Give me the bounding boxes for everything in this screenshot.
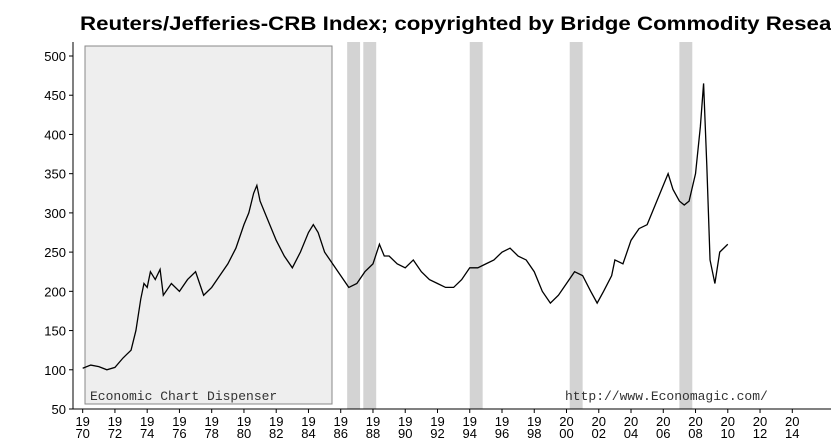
x-tick-label: 19 82 — [269, 414, 283, 441]
x-tick-label: 19 90 — [398, 414, 412, 441]
x-tick-label: 19 80 — [237, 414, 251, 441]
annotation: http://www.Economagic.com/ — [565, 389, 768, 404]
x-tick-label: 19 92 — [430, 414, 444, 441]
shaded-period — [679, 42, 693, 409]
x-tick-label: 19 72 — [108, 414, 122, 441]
x-tick-label: 20 06 — [656, 414, 670, 441]
x-tick-label: 19 78 — [204, 414, 218, 441]
shaded-period — [363, 42, 377, 409]
x-tick-label: 19 70 — [75, 414, 89, 441]
y-tick-label: 200 — [44, 284, 66, 299]
x-tick-label: 19 88 — [366, 414, 380, 441]
shaded-period — [347, 42, 361, 409]
x-tick-label: 19 84 — [301, 414, 315, 441]
shaded-period — [569, 42, 583, 409]
x-tick-label: 19 98 — [527, 414, 541, 441]
x-tick-label: 19 76 — [172, 414, 186, 441]
y-tick-label: 150 — [44, 324, 66, 339]
data-line — [82, 83, 729, 371]
annotation: Economic Chart Dispenser — [90, 389, 277, 404]
x-tick-label: 19 96 — [495, 414, 509, 441]
y-tick-label: 450 — [44, 88, 66, 103]
x-tick-label: 19 86 — [333, 414, 347, 441]
x-tick-label: 20 12 — [753, 414, 767, 441]
x-tick-label: 20 02 — [592, 414, 606, 441]
shaded-period — [469, 42, 483, 409]
dispenser-box — [84, 45, 333, 405]
y-tick-label: 300 — [44, 206, 66, 221]
x-tick-label: 20 04 — [624, 414, 638, 441]
y-tick-label: 250 — [44, 245, 66, 260]
y-tick-label: 350 — [44, 167, 66, 182]
y-tick-label: 500 — [44, 49, 66, 64]
x-tick-label: 20 00 — [559, 414, 573, 441]
y-tick-label: 100 — [44, 363, 66, 378]
y-tick-label: 400 — [44, 127, 66, 142]
x-tick-label: 19 94 — [463, 414, 477, 441]
x-tick-label: 19 74 — [140, 414, 154, 441]
x-tick-label: 20 10 — [721, 414, 735, 441]
y-tick-label: 50 — [52, 402, 66, 417]
x-tick-label: 20 14 — [785, 414, 799, 441]
x-tick-label: 20 08 — [688, 414, 702, 441]
chart-title: Reuters/Jefferies-CRB Index; copyrighted… — [80, 14, 831, 35]
